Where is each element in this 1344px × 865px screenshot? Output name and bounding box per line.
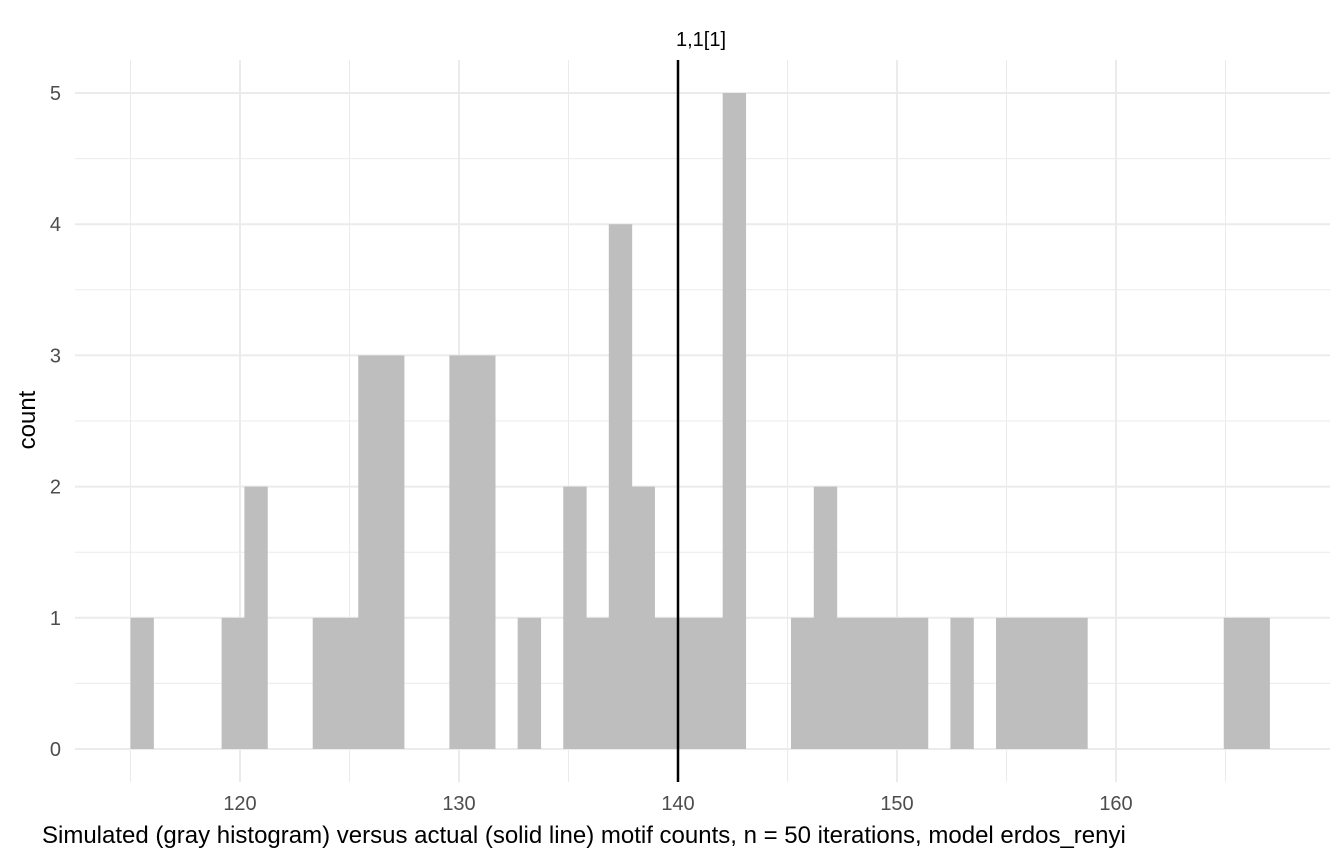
y-tick-label: 2 [50, 477, 61, 499]
histogram-bar [882, 617, 906, 749]
histogram-bar [472, 355, 496, 749]
histogram-bar [699, 617, 724, 749]
histogram-bar [517, 617, 542, 749]
histogram-bar [677, 617, 701, 749]
histogram-bars [130, 93, 1270, 749]
x-tick-label: 130 [442, 793, 475, 815]
histogram-bar [244, 486, 268, 749]
y-tick-label: 3 [50, 345, 61, 367]
y-tick-label: 5 [50, 83, 61, 105]
histogram-bar [904, 617, 929, 749]
y-axis-ticks: 0 1 2 3 4 5 [50, 83, 61, 761]
histogram-bar [563, 486, 587, 749]
actual-count-label: 1,1[1] [676, 29, 726, 51]
histogram-bar [813, 486, 838, 749]
histogram-bar [1018, 617, 1043, 749]
histogram-bar [654, 617, 678, 749]
y-axis-label: count [14, 390, 41, 449]
reference-line-group: 1,1[1] [676, 29, 726, 782]
x-tick-label: 150 [880, 793, 913, 815]
histogram-bar [1041, 617, 1065, 749]
histogram-bar [722, 93, 747, 749]
histogram-bar [836, 617, 860, 749]
x-tick-label: 140 [661, 793, 694, 815]
histogram-bar [608, 224, 633, 749]
y-tick-label: 4 [50, 214, 61, 236]
x-axis-label: Simulated (gray histogram) versus actual… [42, 822, 1126, 849]
histogram-bar [791, 617, 815, 749]
histogram-bar [1223, 617, 1248, 749]
histogram-bar [221, 617, 245, 749]
y-tick-label: 1 [50, 608, 61, 630]
x-tick-label: 160 [1099, 793, 1132, 815]
histogram-bar [631, 486, 655, 749]
histogram-bar [381, 355, 405, 749]
histogram-bar [449, 355, 473, 749]
histogram-bar [950, 617, 974, 749]
histogram-bar [358, 355, 382, 749]
x-tick-label: 120 [223, 793, 256, 815]
histogram-bar [1064, 617, 1088, 749]
histogram-bar [130, 617, 154, 749]
histogram-bar [312, 617, 337, 749]
histogram-bar [1246, 617, 1270, 749]
histogram-bar [995, 617, 1020, 749]
histogram-bar [859, 617, 883, 749]
histogram-bar [335, 617, 359, 749]
x-axis-ticks: 120 130 140 150 160 [223, 793, 1132, 815]
histogram-bar [586, 617, 610, 749]
y-tick-label: 0 [50, 739, 61, 761]
